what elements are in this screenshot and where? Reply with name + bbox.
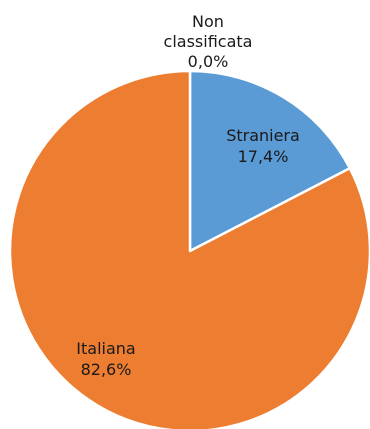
data-label-italiana-value: 82,6% bbox=[81, 360, 132, 379]
pie-slice-italiana bbox=[8, 69, 370, 429]
pie-slice-straniera bbox=[188, 69, 352, 253]
data-label-non-classificata-line2: classificata bbox=[164, 32, 253, 51]
data-label-straniera-value: 17,4% bbox=[238, 147, 289, 166]
data-label-non-classificata-value: 0,0% bbox=[188, 52, 229, 71]
data-label-straniera-name: Straniera bbox=[226, 126, 300, 145]
data-label-non-classificata-line1: Non bbox=[192, 12, 224, 31]
data-label-italiana-name: Italiana bbox=[76, 339, 135, 358]
pie-slices bbox=[8, 69, 370, 429]
